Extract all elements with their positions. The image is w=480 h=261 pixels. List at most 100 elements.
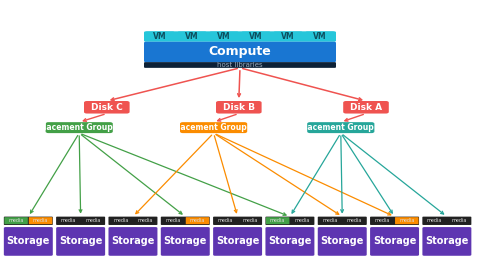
Text: Storage: Storage — [111, 236, 155, 246]
Text: media: media — [165, 218, 181, 223]
Text: VM: VM — [153, 32, 167, 41]
FancyBboxPatch shape — [214, 217, 237, 224]
Text: VM: VM — [281, 32, 295, 41]
Text: Storage: Storage — [425, 236, 468, 246]
FancyBboxPatch shape — [265, 217, 314, 225]
Text: Storage: Storage — [7, 236, 50, 246]
FancyBboxPatch shape — [145, 32, 175, 41]
Text: media: media — [322, 218, 338, 223]
FancyBboxPatch shape — [318, 227, 367, 256]
Text: media: media — [217, 218, 233, 223]
FancyBboxPatch shape — [343, 217, 366, 224]
FancyBboxPatch shape — [265, 227, 314, 256]
FancyBboxPatch shape — [209, 32, 239, 41]
FancyBboxPatch shape — [4, 217, 53, 225]
Text: media: media — [190, 218, 205, 223]
FancyBboxPatch shape — [274, 32, 302, 41]
Text: VM: VM — [217, 32, 231, 41]
Text: Storage: Storage — [164, 236, 207, 246]
FancyBboxPatch shape — [161, 217, 185, 224]
FancyBboxPatch shape — [144, 62, 336, 68]
FancyBboxPatch shape — [318, 217, 367, 225]
FancyBboxPatch shape — [209, 32, 239, 41]
Text: VM: VM — [217, 32, 231, 41]
Text: VM: VM — [249, 32, 263, 41]
FancyBboxPatch shape — [305, 32, 335, 41]
Text: Disk B: Disk B — [223, 103, 255, 112]
Text: media: media — [427, 218, 443, 223]
FancyBboxPatch shape — [108, 227, 157, 256]
FancyBboxPatch shape — [46, 122, 113, 133]
Text: Storage: Storage — [321, 236, 364, 246]
Text: Disk C: Disk C — [91, 103, 123, 112]
FancyBboxPatch shape — [186, 217, 209, 224]
FancyBboxPatch shape — [241, 32, 271, 41]
FancyBboxPatch shape — [370, 227, 419, 256]
FancyBboxPatch shape — [144, 31, 336, 42]
FancyBboxPatch shape — [241, 32, 271, 41]
Text: Compute: Compute — [209, 45, 271, 58]
FancyBboxPatch shape — [56, 227, 105, 256]
Text: VM: VM — [313, 32, 327, 41]
Text: Storage: Storage — [373, 236, 416, 246]
Text: media: media — [347, 218, 362, 223]
FancyBboxPatch shape — [395, 217, 419, 224]
FancyBboxPatch shape — [145, 32, 175, 41]
Text: media: media — [60, 218, 76, 223]
FancyBboxPatch shape — [216, 101, 262, 114]
FancyBboxPatch shape — [290, 217, 314, 224]
Text: VM: VM — [185, 32, 199, 41]
FancyBboxPatch shape — [447, 217, 471, 224]
FancyBboxPatch shape — [318, 217, 342, 224]
FancyBboxPatch shape — [4, 227, 53, 256]
Text: VM: VM — [249, 32, 263, 41]
Text: VM: VM — [313, 32, 327, 41]
Text: host libraries: host libraries — [217, 62, 263, 68]
Text: Storage: Storage — [268, 236, 312, 246]
FancyBboxPatch shape — [133, 217, 157, 224]
FancyBboxPatch shape — [161, 217, 210, 225]
FancyBboxPatch shape — [238, 217, 262, 224]
FancyBboxPatch shape — [370, 217, 419, 225]
FancyBboxPatch shape — [178, 32, 206, 41]
Text: Placement Group 1: Placement Group 1 — [38, 123, 120, 132]
FancyBboxPatch shape — [84, 101, 130, 114]
FancyBboxPatch shape — [108, 217, 157, 225]
Text: media: media — [33, 218, 48, 223]
FancyBboxPatch shape — [144, 42, 336, 62]
FancyBboxPatch shape — [29, 217, 52, 224]
FancyBboxPatch shape — [56, 217, 105, 225]
Text: Storage: Storage — [216, 236, 259, 246]
FancyBboxPatch shape — [4, 217, 28, 224]
Text: media: media — [451, 218, 467, 223]
FancyBboxPatch shape — [274, 32, 302, 41]
FancyBboxPatch shape — [213, 227, 262, 256]
Text: Placement Group 2: Placement Group 2 — [172, 123, 255, 132]
FancyBboxPatch shape — [81, 217, 105, 224]
Text: VM: VM — [153, 32, 167, 41]
FancyBboxPatch shape — [422, 217, 471, 225]
FancyBboxPatch shape — [266, 217, 289, 224]
Text: media: media — [137, 218, 153, 223]
FancyBboxPatch shape — [109, 217, 132, 224]
FancyBboxPatch shape — [57, 217, 80, 224]
Text: media: media — [85, 218, 101, 223]
Text: media: media — [8, 218, 24, 223]
FancyBboxPatch shape — [213, 217, 262, 225]
FancyBboxPatch shape — [371, 217, 394, 224]
Text: Disk A: Disk A — [350, 103, 382, 112]
Text: media: media — [399, 218, 415, 223]
Text: Placement Group 3: Placement Group 3 — [300, 123, 382, 132]
Text: VM: VM — [281, 32, 295, 41]
Text: VM: VM — [185, 32, 199, 41]
Text: media: media — [113, 218, 129, 223]
Text: media: media — [294, 218, 310, 223]
FancyBboxPatch shape — [307, 122, 374, 133]
FancyBboxPatch shape — [178, 32, 206, 41]
FancyBboxPatch shape — [422, 227, 471, 256]
FancyBboxPatch shape — [180, 122, 247, 133]
FancyBboxPatch shape — [161, 227, 210, 256]
Text: media: media — [242, 218, 258, 223]
Text: Storage: Storage — [59, 236, 102, 246]
FancyBboxPatch shape — [423, 217, 446, 224]
